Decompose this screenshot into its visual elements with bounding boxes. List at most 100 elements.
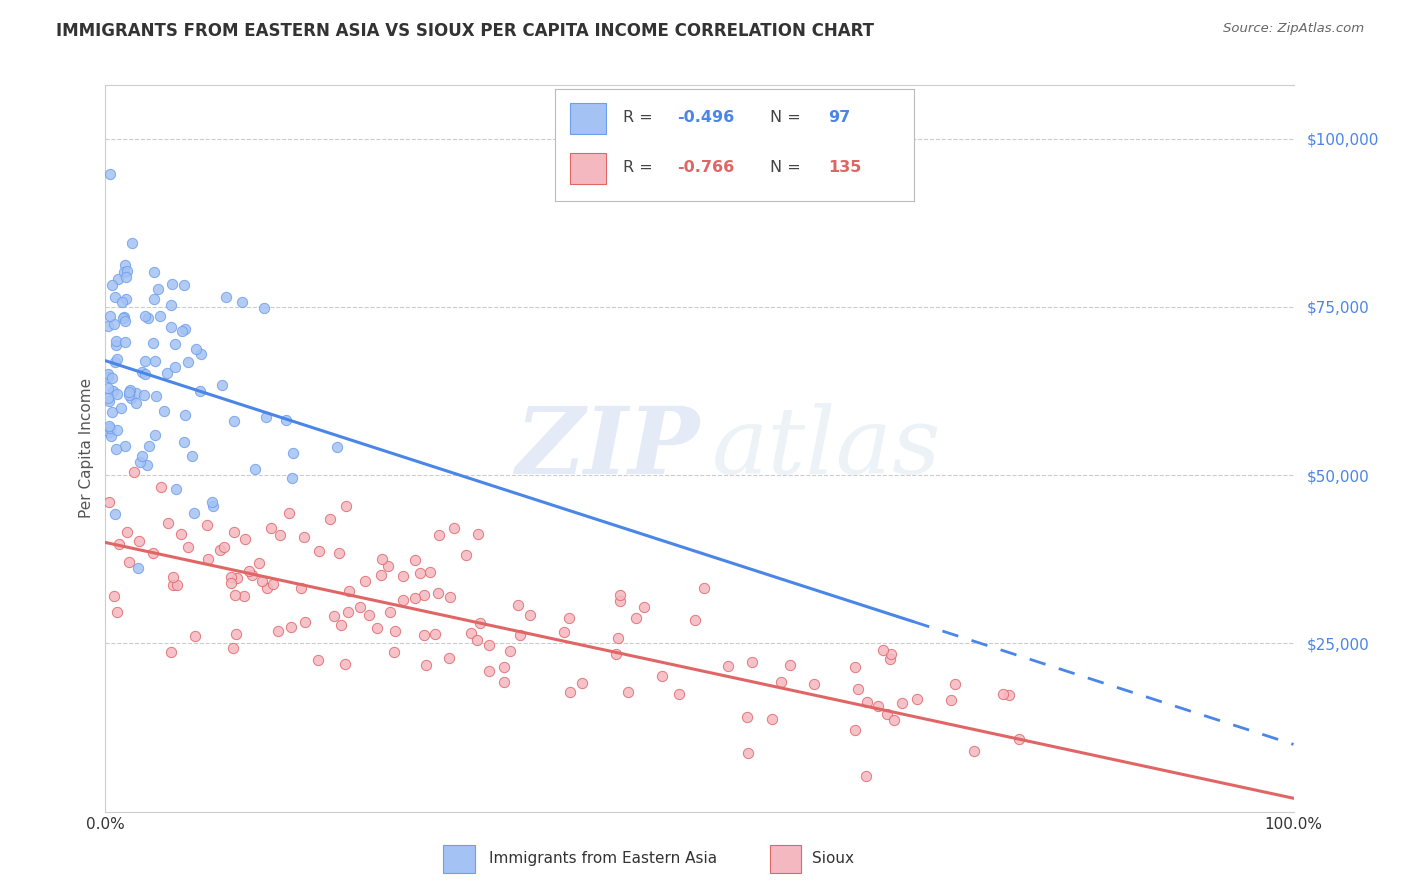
Point [856,695,879,709]
Point [247,557,270,571]
Point [509,628,531,642]
Point [136,458,159,472]
Point [225,627,247,641]
Point [256,581,278,595]
Point [160,319,183,334]
Point [152,403,174,417]
Point [166,578,188,592]
Point [991,687,1014,701]
Point [606,631,628,645]
Point [281,471,304,485]
Point [494,659,516,673]
Point [370,568,392,582]
Point [174,322,197,336]
Point [281,446,304,460]
Point [384,624,406,638]
Point [105,605,128,619]
Point [294,615,316,629]
Point [105,423,128,437]
Text: Immigrants from Eastern Asia: Immigrants from Eastern Asia [489,852,717,866]
Point [143,428,166,442]
Text: ZIP: ZIP [515,403,700,493]
Point [173,434,195,449]
Point [225,571,247,585]
Point [357,607,380,622]
Point [879,652,901,666]
Point [880,647,903,661]
Point [1008,731,1031,746]
Point [143,265,166,279]
Text: 135: 135 [828,161,862,176]
Point [337,606,360,620]
FancyBboxPatch shape [569,103,606,134]
Point [101,278,124,293]
Point [170,527,193,541]
Point [145,354,167,368]
Y-axis label: Per Capita Income: Per Capita Income [79,378,94,518]
Point [254,410,277,425]
Point [371,551,394,566]
Text: Source: ZipAtlas.com: Source: ZipAtlas.com [1223,22,1364,36]
Point [240,568,263,582]
Point [250,574,273,589]
Point [844,660,866,674]
Point [891,696,914,710]
Point [232,589,254,603]
Point [437,650,460,665]
Point [222,525,245,540]
Point [97,381,120,395]
Point [219,576,242,591]
Point [197,551,219,566]
Point [519,607,541,622]
Point [173,278,195,293]
Point [97,495,120,509]
Point [131,365,153,379]
Point [138,439,160,453]
Point [883,713,905,727]
Point [939,693,962,707]
Point [162,569,184,583]
Point [105,387,128,401]
Point [160,298,183,312]
Point [339,584,361,599]
Point [190,347,212,361]
Point [354,574,377,588]
Point [101,371,124,385]
Point [114,314,136,328]
Point [274,413,297,427]
Point [769,674,792,689]
Point [427,586,450,600]
Point [118,555,141,569]
Point [391,593,413,607]
Point [105,334,128,348]
Point [419,565,441,579]
Point [997,688,1019,702]
Point [267,624,290,638]
Point [125,386,148,401]
Point [409,566,432,580]
Point [201,499,224,513]
Point [160,277,183,292]
Text: -0.496: -0.496 [678,110,734,125]
Point [125,396,148,410]
Point [269,527,291,541]
Point [277,506,299,520]
Point [224,588,246,602]
Point [105,338,128,352]
Point [173,408,195,422]
Point [378,605,401,619]
Point [427,528,450,542]
Point [165,337,187,351]
Point [349,600,371,615]
Point [292,530,315,544]
Point [609,594,631,608]
Point [460,626,482,640]
Text: R =: R = [623,110,654,125]
Point [128,455,150,469]
Point [943,677,966,691]
Point [253,301,276,315]
Point [118,383,141,397]
Point [741,655,763,669]
Point [233,532,256,546]
Point [121,235,143,250]
